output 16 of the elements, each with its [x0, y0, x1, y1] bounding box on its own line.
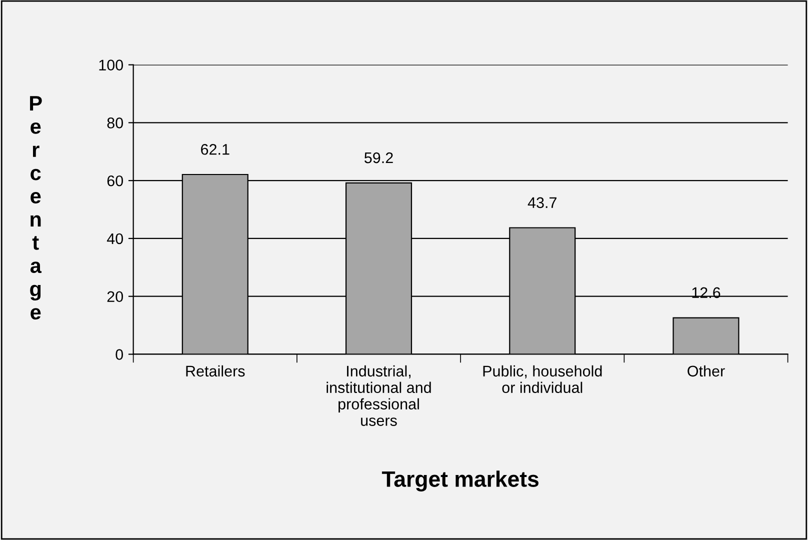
y-tick-label: 80 [107, 118, 123, 128]
y-tick-label: 0 [116, 349, 123, 360]
x-tick-label: Other [688, 365, 725, 377]
y-tick-label: 20 [107, 291, 123, 302]
data-label: 62.1 [201, 144, 230, 155]
y-tick-label: 60 [107, 175, 123, 186]
x-tick-label: Retailers [186, 365, 245, 377]
y-tick-label: 40 [106, 233, 123, 244]
x-axis-title: Target markets [382, 470, 538, 492]
y-tick-label: 100 [99, 60, 124, 70]
data-label: 12.6 [692, 287, 720, 298]
x-tick-label: Industrial, institutional and professional users [326, 365, 431, 426]
data-label: 59.2 [364, 152, 393, 164]
data-label: 43.7 [528, 197, 556, 208]
x-tick-label: Public, household or individual [483, 365, 602, 394]
text: Percentage [30, 96, 42, 320]
